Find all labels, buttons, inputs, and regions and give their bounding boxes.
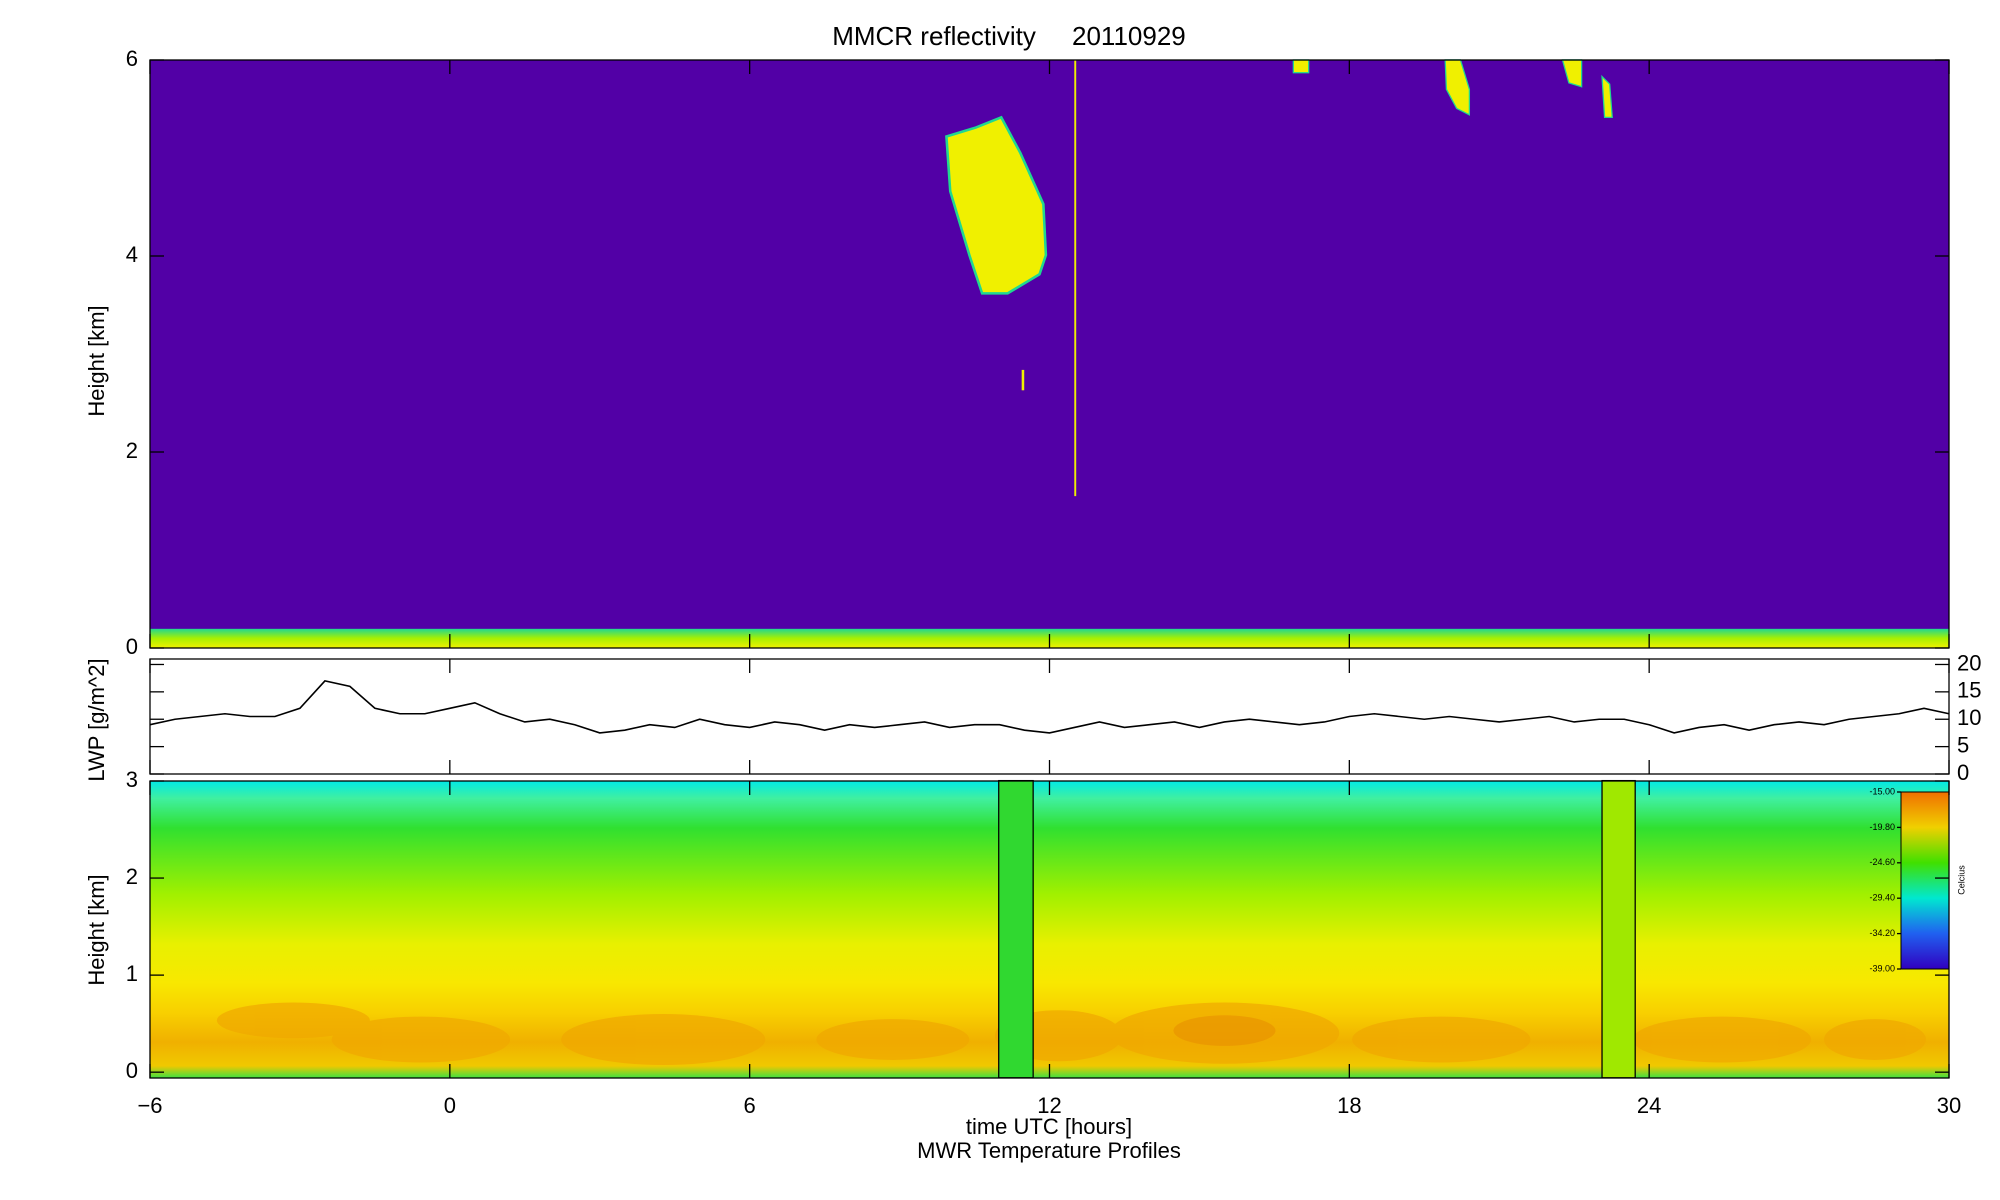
y-tick-label: 15 (1957, 678, 1981, 703)
y-axis-label: LWP [g/m^2] (84, 658, 109, 781)
colorbar (1900, 791, 1950, 970)
x-tick-label: 6 (744, 1093, 756, 1118)
colorbar-tick-label: -34.20 (1869, 928, 1895, 938)
x-tick-label: 18 (1337, 1093, 1361, 1118)
y-tick-label: 5 (1957, 732, 1969, 757)
x-tick-label: 12 (1037, 1093, 1061, 1118)
x-tick-label: −6 (137, 1093, 162, 1118)
y-axis-label: Height [km] (84, 874, 109, 985)
y-tick-label: 0 (126, 634, 138, 659)
colorbar-tick-label: -24.60 (1869, 857, 1895, 867)
y-tick-label: 20 (1957, 650, 1981, 675)
x-tick-label: 0 (444, 1093, 456, 1118)
y-tick-label: 6 (126, 46, 138, 71)
subtitle: MWR Temperature Profiles (917, 1138, 1181, 1163)
y-tick-label: 4 (126, 242, 138, 267)
y-axis-label: Height [km] (84, 305, 109, 416)
colorbar-tick-label: -19.80 (1869, 822, 1895, 832)
colorbar-label: Celcius (1956, 865, 1966, 895)
chart-title: MMCR reflectivity 20110929 (832, 21, 1186, 51)
y-tick-label: 0 (126, 1058, 138, 1083)
y-tick-label: 0 (1957, 760, 1969, 785)
x-tick-label: 24 (1637, 1093, 1661, 1118)
x-tick-label: 30 (1937, 1093, 1961, 1118)
y-tick-label: 2 (126, 864, 138, 889)
lwp-line (149, 680, 1950, 734)
y-tick-label: 10 (1957, 705, 1981, 730)
x-axis-label: time UTC [hours] (966, 1114, 1132, 1139)
y-tick-label: 1 (126, 961, 138, 986)
y-tick-label: 2 (126, 438, 138, 463)
y-tick-label: 3 (126, 767, 138, 792)
plot-frame (149, 658, 1950, 775)
colorbar-tick-label: -39.00 (1869, 963, 1895, 973)
colorbar-tick-label: -29.40 (1869, 893, 1895, 903)
plot-fill (150, 59, 1949, 1079)
colorbar-tick-label: -15.00 (1869, 786, 1895, 796)
